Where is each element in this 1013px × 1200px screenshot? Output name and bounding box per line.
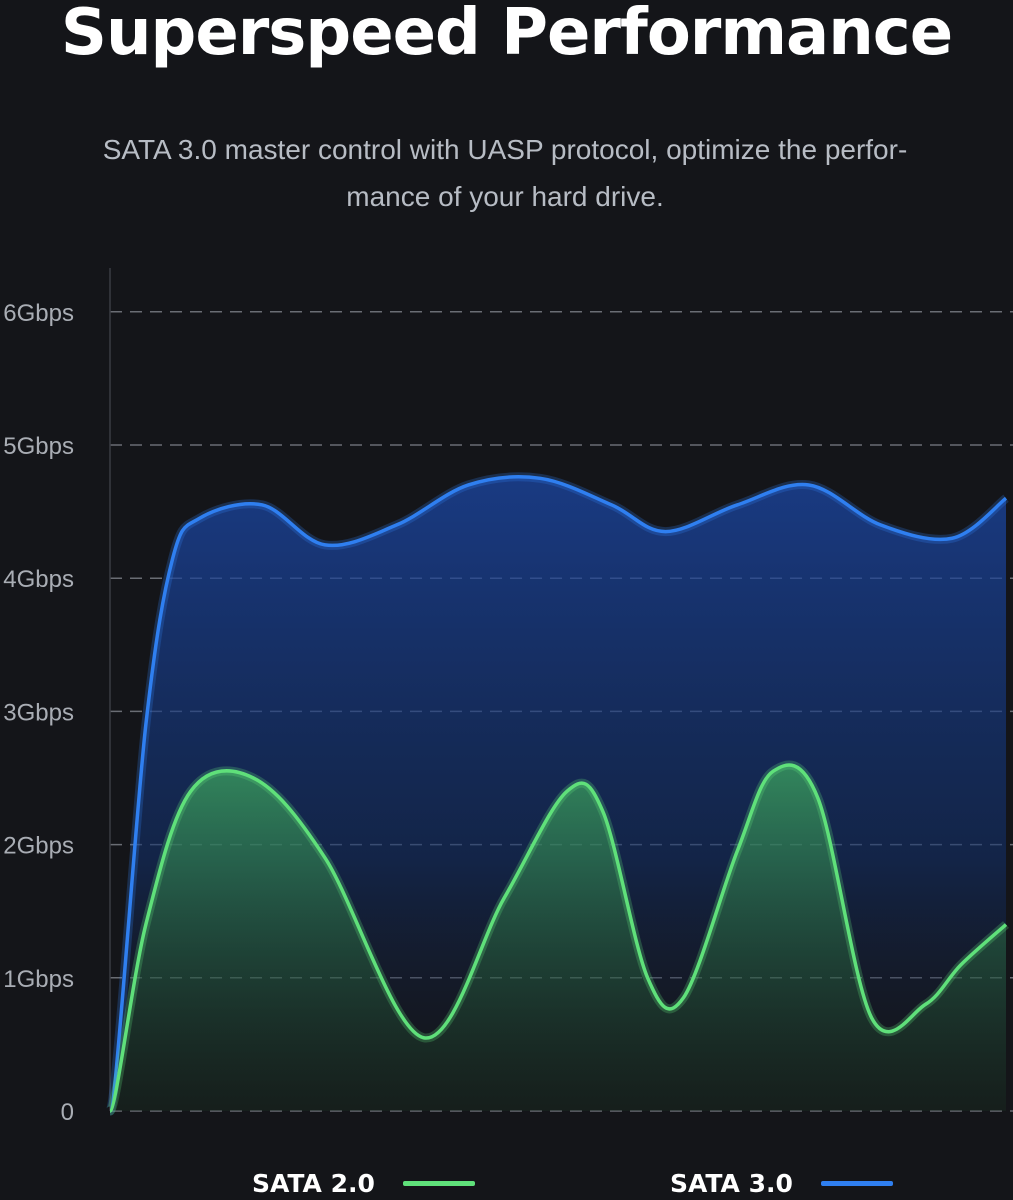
y-tick-label: 1Gbps [3,966,74,993]
series-line-sata2 [108,763,1008,1113]
legend-item-sata2: SATA 2.0 [252,1166,475,1200]
series-layer [105,472,1009,1116]
y-tick-label: 5Gbps [3,433,74,460]
legend-item-sata3: SATA 3.0 [670,1166,893,1200]
legend-swatch-sata3 [820,1180,893,1186]
page-title: Superspeed Performance [60,0,953,70]
y-tick-label: 6Gbps [3,300,74,327]
y-tick-label: 4Gbps [3,566,74,593]
legend-swatch-sata2 [402,1180,475,1186]
y-tick-label: 3Gbps [3,699,74,726]
legend-label-sata3: SATA 3.0 [670,1168,793,1198]
y-tick-label: 0 [61,1099,74,1126]
page-subtitle: SATA 3.0 master control with UASP protoc… [102,134,908,212]
y-tick-label: 2Gbps [3,833,74,860]
y-axis-ticks: 0 1Gbps 2Gbps 3Gbps 4Gbps 5Gbps 6Gbps [3,300,74,1126]
legend-label-sata2: SATA 2.0 [252,1168,375,1198]
series-line-sata3 [108,475,1008,1113]
series-area-sata2 [110,765,1006,1111]
